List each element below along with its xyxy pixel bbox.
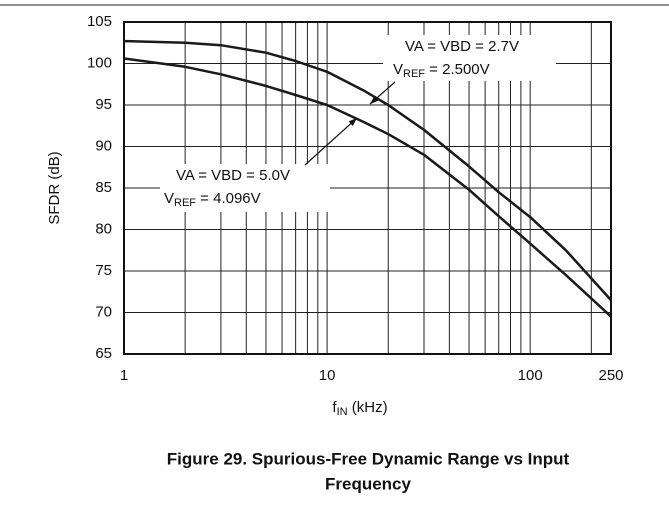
y-tick-label: 70 — [95, 303, 112, 320]
y-tick-label: 65 — [95, 345, 112, 362]
annotation-text: VREF = 2.500V — [393, 61, 490, 80]
annotation-text: VA = VBD = 5.0V — [176, 167, 290, 184]
chart-title: Figure 29. Spurious-Free Dynamic Range v… — [167, 449, 570, 468]
annotation-box — [383, 35, 556, 81]
y-tick-label: 100 — [87, 54, 112, 71]
annotation-text: VREF = 4.096V — [164, 190, 261, 209]
x-tick-label: 100 — [518, 367, 543, 384]
plot-frame — [123, 21, 612, 355]
y-tick-label: 75 — [95, 262, 112, 279]
arrow-head — [370, 96, 379, 104]
y-tick-label: 85 — [95, 179, 112, 196]
annotation-box — [160, 164, 330, 212]
x-tick-label: 250 — [598, 367, 623, 384]
series-line — [123, 57, 612, 318]
annotation-part: = 4.096V — [196, 190, 261, 207]
x-tick-label: 1 — [120, 367, 128, 384]
x-label-part: f — [332, 399, 337, 416]
x-tick-label: 10 — [319, 367, 336, 384]
annotation-sub: REF — [174, 197, 196, 209]
x-label-part: (kHz) — [348, 399, 388, 416]
y-axis-label: SFDR (dB) — [46, 151, 63, 224]
x-label-sub: IN — [337, 406, 348, 418]
arrow-head — [348, 118, 357, 126]
annotation-part: V — [393, 61, 403, 78]
y-tick-label: 105 — [87, 13, 112, 30]
annotation-part: = 2.500V — [425, 61, 490, 78]
y-tick-label: 80 — [95, 220, 112, 237]
y-tick-label: 90 — [95, 137, 112, 154]
annotation-sub: REF — [403, 68, 425, 80]
y-tick-label: 95 — [95, 96, 112, 113]
annotation-arrow — [304, 117, 358, 166]
annotation-text: VA = VBD = 2.7V — [405, 38, 519, 55]
chart-title: Frequency — [325, 474, 412, 493]
x-axis-label: fIN (kHz) — [332, 399, 387, 418]
annotation-part: V — [164, 190, 174, 207]
